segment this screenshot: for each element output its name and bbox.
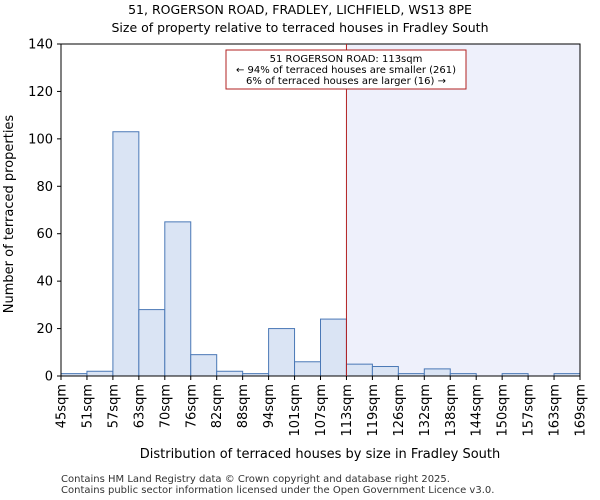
bar-76sqm [190,354,218,377]
y-tick-label: 140 [28,38,53,53]
bar-119sqm [371,366,399,377]
bar-107sqm [320,318,347,377]
bar-101sqm [294,361,321,377]
y-axis-label: Number of terraced properties [2,115,17,314]
x-tick-label: 126sqm [392,384,407,437]
y-tick-label: 60 [36,227,53,242]
x-tick-label: 163sqm [548,384,563,437]
bar-51sqm [86,370,114,377]
annotation-box [225,49,467,90]
bar-63sqm [138,309,166,377]
bar-70sqm [164,221,192,377]
x-tick-label: 82sqm [210,384,225,428]
x-axis-label: Distribution of terraced houses by size … [140,447,501,462]
y-tick-label: 20 [36,322,53,337]
y-tick-label: 0 [45,370,53,385]
bar-113sqm [345,363,373,377]
x-tick-label: 169sqm [574,384,589,437]
x-tick-label: 88sqm [236,384,251,428]
x-tick-label: 51sqm [80,384,95,428]
chart-subtitle: Size of property relative to terraced ho… [111,20,489,35]
x-tick-label: 144sqm [470,384,485,437]
x-tick-label: 150sqm [496,384,511,437]
bar-132sqm [423,368,451,377]
bar-57sqm [112,131,140,377]
larger-region-shading [346,44,580,376]
annotation-line-3: 6% of terraced houses are larger (16) → [246,76,446,87]
x-tick-label: 119sqm [366,384,381,437]
y-tick-label: 100 [28,132,53,147]
footer-licence: Contains public sector information licen… [61,485,495,496]
x-tick-label: 132sqm [418,384,433,437]
annotation-line-2: ← 94% of terraced houses are smaller (26… [236,65,456,76]
x-tick-label: 107sqm [314,384,329,437]
x-tick-label: 101sqm [288,384,303,437]
y-tick-label: 80 [36,180,53,195]
y-tick-label: 120 [28,85,53,100]
chart-title: 51, ROGERSON ROAD, FRADLEY, LICHFIELD, W… [128,2,472,17]
bar-82sqm [216,370,244,377]
x-tick-label: 113sqm [340,384,355,437]
x-tick-label: 76sqm [184,384,199,428]
x-tick-label: 45sqm [55,384,70,428]
bar-94sqm [268,328,296,377]
axes-group: 0 20 40 60 80 100 120 140 45sqm 51sqm 57sqm 63sqm 70… [28,38,588,437]
x-tick-label: 57sqm [106,384,121,428]
x-tick-label: 94sqm [262,384,277,428]
bars-group [60,131,581,377]
x-tick-label: 138sqm [444,384,459,437]
x-tick-label: 157sqm [522,384,537,437]
x-tick-label: 63sqm [132,384,147,428]
footer-copyright: Contains HM Land Registry data © Crown c… [61,474,450,485]
y-tick-label: 40 [36,275,53,290]
annotation-line-1: 51 ROGERSON ROAD: 113sqm [270,54,423,65]
x-tick-label: 70sqm [158,384,173,428]
